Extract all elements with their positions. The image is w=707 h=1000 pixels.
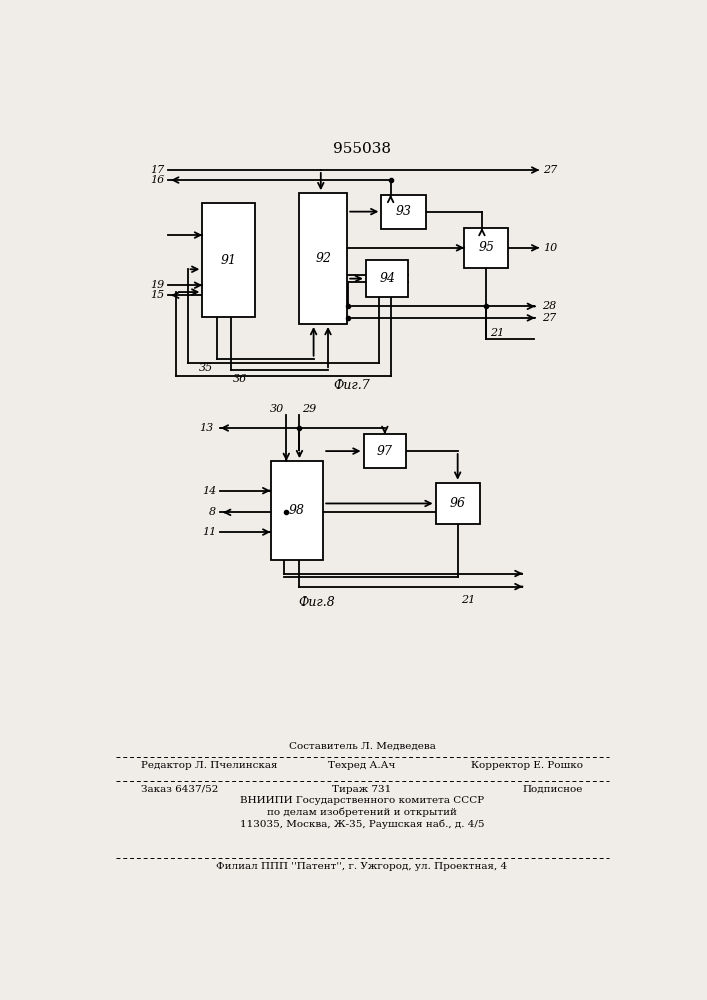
Text: Фиг.8: Фиг.8 [298, 596, 335, 609]
Text: 98: 98 [289, 504, 305, 517]
Text: 97: 97 [377, 445, 393, 458]
Text: 10: 10 [543, 243, 558, 253]
Text: 11: 11 [202, 527, 216, 537]
Bar [366, 260, 409, 297]
Text: 21: 21 [490, 328, 505, 338]
Text: по делам изобретений и открытий: по делам изобретений и открытий [267, 808, 457, 817]
Bar [299, 193, 347, 324]
Text: 27: 27 [542, 313, 556, 323]
Text: 13: 13 [199, 423, 214, 433]
Text: 28: 28 [542, 301, 556, 311]
Bar [202, 203, 255, 317]
Text: 91: 91 [221, 254, 237, 267]
Text: 14: 14 [202, 486, 216, 496]
Text: 36: 36 [233, 374, 247, 384]
Text: 92: 92 [315, 252, 331, 265]
Text: 113035, Москва, Ж-35, Раушская наб., д. 4/5: 113035, Москва, Ж-35, Раушская наб., д. … [240, 819, 484, 829]
Text: Филиал ППП ''Патент'', г. Ужгород, ул. Проектная, 4: Филиал ППП ''Патент'', г. Ужгород, ул. П… [216, 862, 508, 871]
Bar [271, 461, 323, 560]
Text: Подписное: Подписное [522, 785, 583, 794]
Text: 16: 16 [150, 175, 164, 185]
Text: 95: 95 [479, 241, 494, 254]
Text: 96: 96 [450, 497, 466, 510]
Bar [436, 483, 480, 524]
Text: 17: 17 [150, 165, 164, 175]
Text: Редактор Л. Пчелинская: Редактор Л. Пчелинская [141, 761, 278, 770]
Text: 15: 15 [150, 290, 164, 300]
Text: 19: 19 [150, 280, 164, 290]
Text: 30: 30 [270, 404, 284, 414]
Text: 35: 35 [199, 363, 214, 373]
Text: Составитель Л. Медведева: Составитель Л. Медведева [288, 742, 436, 751]
Bar [464, 228, 508, 268]
Text: 955038: 955038 [333, 142, 391, 156]
Bar [381, 195, 426, 229]
Bar [363, 434, 406, 468]
Text: 94: 94 [379, 272, 395, 285]
Text: ВНИИПИ Государственного комитета СССР: ВНИИПИ Государственного комитета СССР [240, 796, 484, 805]
Text: Фиг.7: Фиг.7 [334, 379, 370, 392]
Text: 8: 8 [209, 507, 216, 517]
Text: Тираж 731: Тираж 731 [332, 785, 392, 794]
Text: Корректор Е. Рошко: Корректор Е. Рошко [471, 761, 583, 770]
Text: 93: 93 [396, 205, 411, 218]
Text: 27: 27 [543, 165, 558, 175]
Text: Заказ 6437/52: Заказ 6437/52 [141, 785, 218, 794]
Text: 21: 21 [462, 595, 476, 605]
Text: 29: 29 [302, 404, 316, 414]
Text: Техред А.Ач: Техред А.Ач [328, 761, 396, 770]
